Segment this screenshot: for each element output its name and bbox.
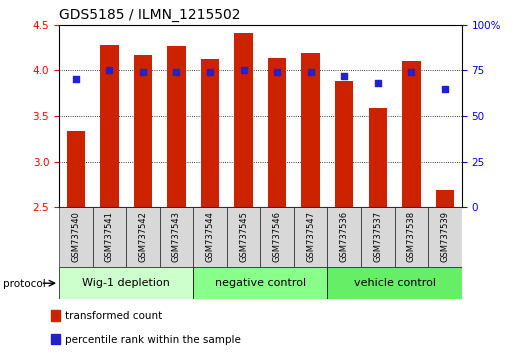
Bar [294,207,327,267]
Text: GSM737543: GSM737543 [172,211,181,262]
Text: Wig-1 depletion: Wig-1 depletion [82,278,170,288]
Point [340,73,348,79]
Text: GSM737538: GSM737538 [407,211,416,262]
Text: GSM737546: GSM737546 [272,211,282,262]
Bar [201,59,219,207]
Point [172,69,181,75]
Text: GSM737545: GSM737545 [239,211,248,262]
Bar [100,45,119,207]
Text: protocol: protocol [3,279,45,289]
Point [72,77,80,82]
Point [206,69,214,75]
Bar [67,131,85,207]
Bar [51,310,60,321]
Bar [327,267,462,299]
Point [273,69,281,75]
Bar [268,58,286,207]
Bar [59,207,92,267]
Bar [92,207,126,267]
Bar [428,207,462,267]
Bar [167,46,186,207]
Bar [361,207,394,267]
Point [139,69,147,75]
Text: GSM737547: GSM737547 [306,211,315,262]
Text: GSM737541: GSM737541 [105,211,114,262]
Point [373,80,382,86]
Text: GSM737544: GSM737544 [206,211,214,262]
Bar [227,207,260,267]
Bar [260,207,294,267]
Bar [394,207,428,267]
Bar [193,207,227,267]
Text: GDS5185 / ILMN_1215502: GDS5185 / ILMN_1215502 [59,8,241,22]
Bar [335,81,353,207]
Text: GSM737537: GSM737537 [373,211,382,262]
Text: negative control: negative control [215,278,306,288]
Point [105,68,113,73]
Bar [193,267,327,299]
Text: GSM737536: GSM737536 [340,211,349,262]
Point [307,69,315,75]
Bar [368,108,387,207]
Bar [126,207,160,267]
Bar [402,61,421,207]
Bar [160,207,193,267]
Bar [134,55,152,207]
Bar [59,267,193,299]
Text: GSM737542: GSM737542 [139,211,147,262]
Point [407,69,416,75]
Text: vehicle control: vehicle control [353,278,436,288]
Bar [327,207,361,267]
Text: GSM737540: GSM737540 [71,211,80,262]
Bar [234,33,253,207]
Point [441,86,449,91]
Point [240,68,248,73]
Bar [436,190,454,207]
Bar [51,334,60,344]
Text: GSM737539: GSM737539 [441,211,449,262]
Bar [302,53,320,207]
Text: transformed count: transformed count [65,311,163,321]
Text: percentile rank within the sample: percentile rank within the sample [65,335,241,345]
